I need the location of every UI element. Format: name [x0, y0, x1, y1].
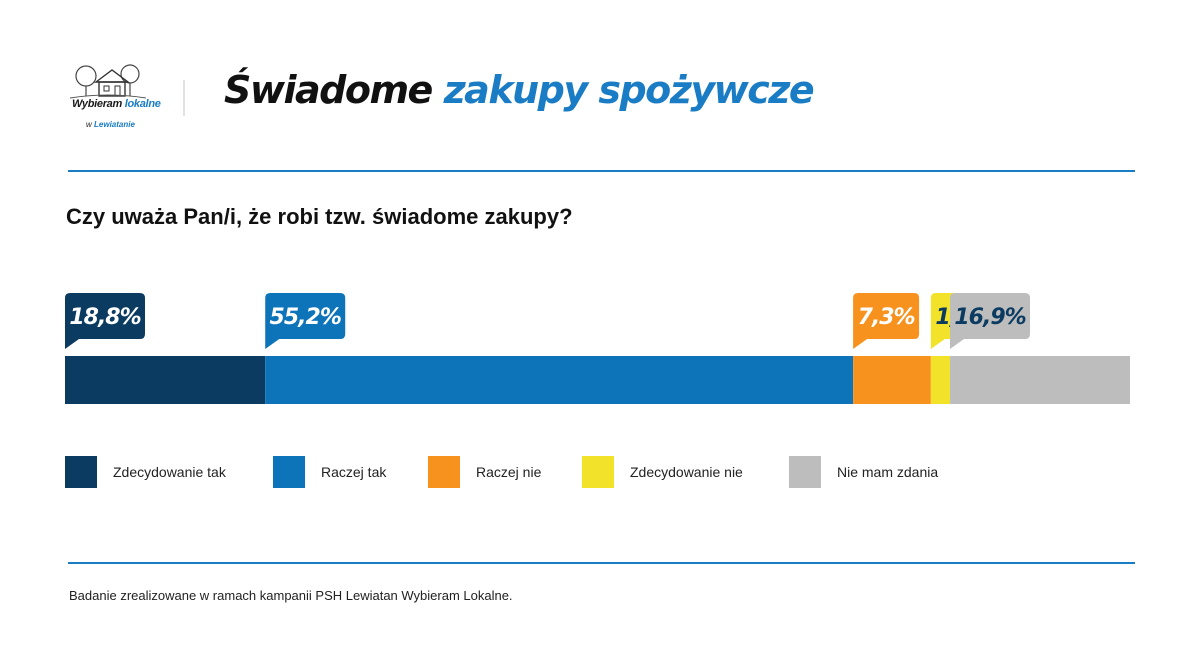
legend-swatch-zdecydowanie-nie [582, 456, 614, 488]
bar-segment-raczej-nie [853, 356, 931, 404]
bar-segment-zdecydowanie-tak [65, 356, 266, 404]
chart-question: Czy uważa Pan/i, że robi tzw. świadome z… [66, 204, 573, 229]
legend-label-raczej-tak: Raczej tak [321, 464, 387, 480]
bar-segment-zdecydowanie-nie [930, 356, 951, 404]
page-title: Świadome zakupy spożywcze [224, 68, 815, 112]
footer-note: Badanie zrealizowane w ramach kampanii P… [69, 588, 513, 603]
legend-item-zdecydowanie-nie: Zdecydowanie nie [582, 456, 743, 488]
legend-label-nie-mam-zdania: Nie mam zdania [837, 464, 939, 480]
data-label-nie-mam-zdania: 16,9% [954, 305, 1025, 330]
logo-subline-part2: Lewiatanie [94, 120, 135, 129]
legend-swatch-raczej-nie [428, 456, 460, 488]
bar-segment-nie-mam-zdania [950, 356, 1130, 404]
callout-badge-nie-mam-zdania [950, 293, 1031, 349]
logo-wordmark-part1: Wybieram [72, 98, 122, 110]
callout-raczej-nie: 7,3% [853, 293, 920, 349]
callout-nie-mam-zdania: 16,9% [950, 293, 1031, 349]
legend-swatch-raczej-tak [273, 456, 305, 488]
header-separator [183, 80, 185, 116]
legend-label-zdecydowanie-tak: Zdecydowanie tak [113, 464, 226, 480]
callout-zdecydowanie-tak: 18,8% [65, 293, 145, 349]
stacked-bar-chart: 18,8%55,2%7,3%1,8%16,9% [65, 293, 1130, 404]
data-label-raczej-tak: 55,2% [270, 305, 341, 330]
legend-label-zdecydowanie-nie: Zdecydowanie nie [630, 464, 743, 480]
bottom-divider [68, 562, 1135, 564]
top-divider [68, 170, 1135, 172]
page-title-part2: zakupy spożywcze [443, 68, 815, 112]
callout-raczej-tak: 55,2% [265, 293, 346, 349]
legend-item-nie-mam-zdania: Nie mam zdania [789, 456, 938, 488]
logo-wordmark: Wybieram lokalne [72, 98, 161, 110]
legend-item-raczej-nie: Raczej nie [428, 456, 541, 488]
data-label-raczej-nie: 7,3% [858, 305, 915, 330]
legend-swatch-zdecydowanie-tak [65, 456, 97, 488]
chart-legend: Zdecydowanie tak Raczej tak Raczej nie Zdec… [0, 456, 1200, 490]
legend-item-raczej-tak: Raczej tak [273, 456, 386, 488]
logo-wordmark-part2: lokalne [124, 98, 161, 110]
page-title-part1: Świadome [224, 68, 433, 112]
legend-item-zdecydowanie-tak: Zdecydowanie tak [65, 456, 226, 488]
house-logo-icon [68, 62, 148, 134]
legend-swatch-nie-mam-zdania [789, 456, 821, 488]
callout-badge-raczej-nie [853, 293, 920, 349]
bar-segment-raczej-tak [265, 356, 854, 404]
legend-label-raczej-nie: Raczej nie [476, 464, 542, 480]
data-label-zdecydowanie-tak: 18,8% [69, 305, 140, 330]
callout-badge-zdecydowanie-tak [65, 293, 145, 349]
logo-subline: w Lewiatanie [86, 120, 135, 129]
logo-subline-part1: w [86, 120, 92, 129]
callout-badge-raczej-tak [265, 293, 346, 349]
